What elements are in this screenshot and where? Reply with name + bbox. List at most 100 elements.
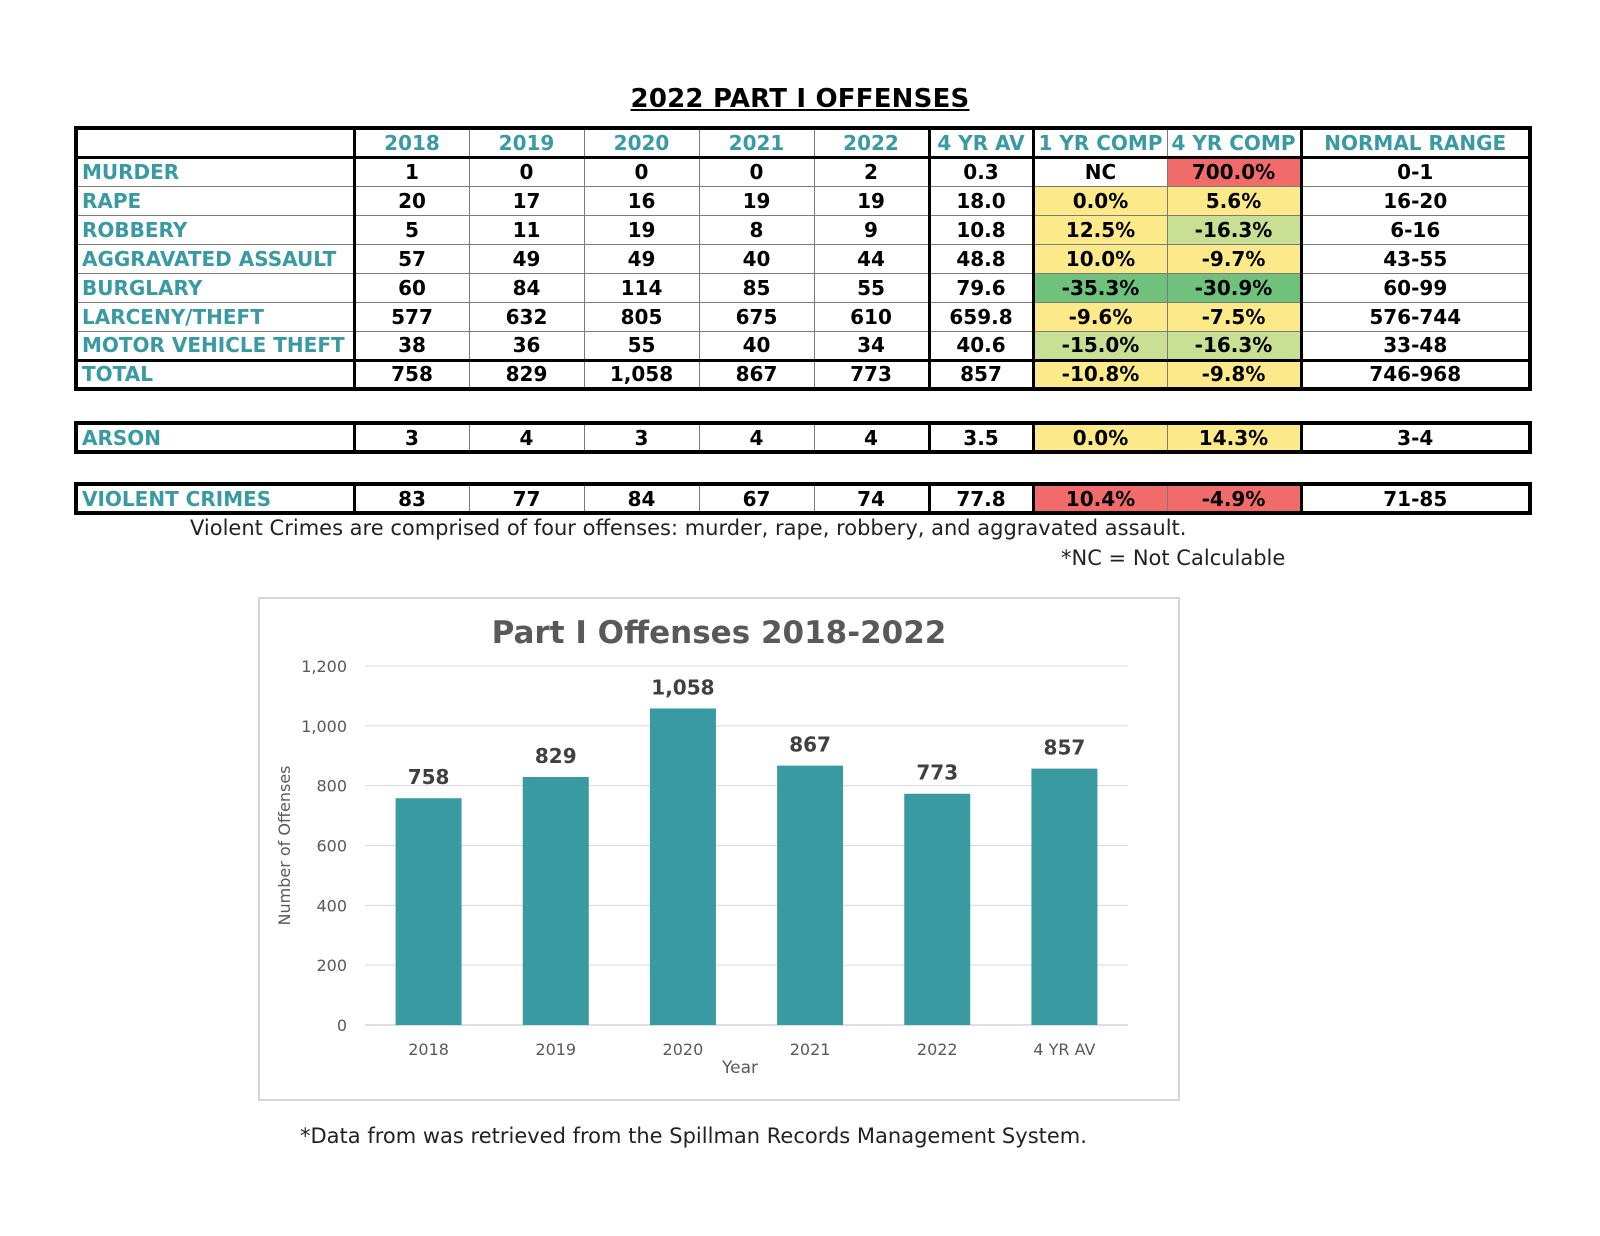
four-yr-avg-cell: 659.8	[927, 301, 1035, 332]
normal-range-cell: 43-55	[1299, 243, 1531, 274]
four-yr-comp-cell: -9.7%	[1166, 243, 1302, 274]
column-header: NORMAL RANGE	[1299, 127, 1531, 159]
four-yr-comp-cell: -16.3%	[1166, 214, 1302, 245]
bar-4-yr-av	[1031, 768, 1098, 1025]
four-yr-avg-cell: 48.8	[927, 243, 1035, 274]
year-value-cell: 20	[353, 185, 470, 216]
row-label: TOTAL	[75, 358, 356, 390]
year-value-cell: 11	[468, 214, 585, 245]
year-value-cell: 2	[813, 156, 930, 187]
y-tick-label: 1,200	[301, 657, 347, 676]
year-value-cell: 3	[353, 422, 470, 453]
normal-range-cell: 6-16	[1299, 214, 1531, 245]
one-yr-comp-cell: 0.0%	[1032, 185, 1168, 216]
year-value-cell: 60	[353, 272, 470, 303]
one-yr-comp-cell: -10.8%	[1032, 358, 1168, 390]
year-value-cell: 38	[353, 330, 470, 361]
column-header: 2019	[468, 127, 585, 159]
four-yr-comp-cell: -4.9%	[1166, 483, 1302, 514]
year-value-cell: 4	[468, 422, 585, 453]
data-label: 758	[408, 765, 450, 789]
one-yr-comp-cell: -15.0%	[1032, 330, 1168, 361]
row-label: ROBBERY	[75, 214, 356, 245]
year-value-cell: 84	[468, 272, 585, 303]
year-value-cell: 829	[468, 358, 585, 390]
table-row-burglary: BURGLARY 60 84 114 85 55 79.6 -35.3% -30.9% 60-99	[75, 272, 1531, 303]
normal-range-cell: 576-744	[1299, 301, 1531, 332]
chart-svg: Part I Offenses 2018-2022 0 200 400 600 800 1,…	[275, 615, 1128, 1078]
column-header: 2020	[583, 127, 700, 159]
one-yr-comp-cell: 0.0%	[1032, 422, 1168, 453]
row-label: MURDER	[75, 156, 356, 187]
year-value-cell: 610	[813, 301, 930, 332]
row-label: BURGLARY	[75, 272, 356, 303]
one-yr-comp-cell: NC	[1032, 156, 1168, 187]
year-value-cell: 49	[468, 243, 585, 274]
table-row-aggravated-assault: AGGRAVATED ASSAULT 57 49 49 40 44 48.8 10.0% -9.…	[75, 243, 1531, 274]
one-yr-comp-cell: -35.3%	[1032, 272, 1168, 303]
column-header: 4 YR COMP	[1166, 127, 1302, 159]
year-value-cell: 34	[813, 330, 930, 361]
header-empty-cell	[75, 127, 356, 159]
data-source-note: *Data from was retrieved from the Spillm…	[300, 1124, 1087, 1148]
normal-range-cell: 746-968	[1299, 358, 1531, 390]
x-tick-label: 2018	[408, 1040, 449, 1059]
year-value-cell: 49	[583, 243, 700, 274]
violent-crimes-note: Violent Crimes are comprised of four off…	[190, 516, 1187, 540]
year-value-cell: 3	[583, 422, 700, 453]
four-yr-avg-cell: 18.0	[927, 185, 1035, 216]
data-label: 773	[916, 761, 958, 785]
four-yr-avg-cell: 79.6	[927, 272, 1035, 303]
data-label: 857	[1044, 736, 1086, 760]
offenses-table: 2018 2019 2020 2021 2022 4 YR AV 1 YR COMP 4 YR…	[74, 126, 1532, 391]
year-value-cell: 8	[698, 214, 815, 245]
table-row-total: TOTAL 758 829 1,058 867 773 857 -10.8% -9.8% 746-…	[75, 358, 1531, 390]
four-yr-avg-cell: 3.5	[927, 422, 1035, 453]
year-value-cell: 0	[583, 156, 700, 187]
table-row-arson: ARSON 3 4 3 4 4 3.5 0.0% 14.3% 3-4	[75, 422, 1531, 453]
year-value-cell: 55	[583, 330, 700, 361]
four-yr-comp-cell: 5.6%	[1166, 185, 1302, 216]
data-label: 867	[789, 733, 831, 757]
year-value-cell: 36	[468, 330, 585, 361]
column-header: 2022	[813, 127, 930, 159]
arson-table: ARSON 3 4 3 4 4 3.5 0.0% 14.3% 3-4	[74, 421, 1532, 454]
row-label: MOTOR VEHICLE THEFT	[75, 330, 356, 361]
four-yr-avg-cell: 40.6	[927, 330, 1035, 361]
year-value-cell: 805	[583, 301, 700, 332]
x-tick-label: 4 YR AV	[1033, 1040, 1095, 1059]
year-value-cell: 0	[468, 156, 585, 187]
year-value-cell: 5	[353, 214, 470, 245]
year-value-cell: 16	[583, 185, 700, 216]
column-header: 1 YR COMP	[1032, 127, 1168, 159]
y-tick-label: 1,000	[301, 717, 347, 736]
year-value-cell: 19	[698, 185, 815, 216]
year-value-cell: 19	[813, 185, 930, 216]
year-value-cell: 675	[698, 301, 815, 332]
normal-range-cell: 3-4	[1299, 422, 1531, 453]
year-value-cell: 40	[698, 243, 815, 274]
column-header: 2021	[698, 127, 815, 159]
four-yr-avg-cell: 857	[927, 358, 1035, 390]
y-tick-label: 800	[316, 777, 347, 796]
table-row-larceny-theft: LARCENY/THEFT 577 632 805 675 610 659.8 -9.6% -7…	[75, 301, 1531, 332]
four-yr-avg-cell: 10.8	[927, 214, 1035, 245]
y-tick-label: 600	[316, 837, 347, 856]
bar-2021	[777, 765, 844, 1025]
year-value-cell: 1,058	[583, 358, 700, 390]
row-label: AGGRAVATED ASSAULT	[75, 243, 356, 274]
row-label: LARCENY/THEFT	[75, 301, 356, 332]
row-label: ARSON	[75, 422, 356, 453]
bar-2018	[395, 798, 462, 1025]
table-row-violent-crimes: VIOLENT CRIMES 83 77 84 67 74 77.8 10.4% -4.9% 71…	[75, 483, 1531, 514]
x-tick-label: 2020	[663, 1040, 704, 1059]
offenses-bar-chart: Part I Offenses 2018-2022 0 200 400 600 800 1,…	[258, 597, 1180, 1101]
year-value-cell: 19	[583, 214, 700, 245]
bar-2020	[649, 708, 716, 1025]
violent-crimes-table: VIOLENT CRIMES 83 77 84 67 74 77.8 10.4% -4.9% 71…	[74, 482, 1532, 515]
y-tick-label: 200	[316, 956, 347, 975]
nc-note: *NC = Not Calculable	[1061, 546, 1286, 570]
normal-range-cell: 33-48	[1299, 330, 1531, 361]
x-tick-label: 2022	[917, 1040, 958, 1059]
four-yr-comp-cell: -30.9%	[1166, 272, 1302, 303]
